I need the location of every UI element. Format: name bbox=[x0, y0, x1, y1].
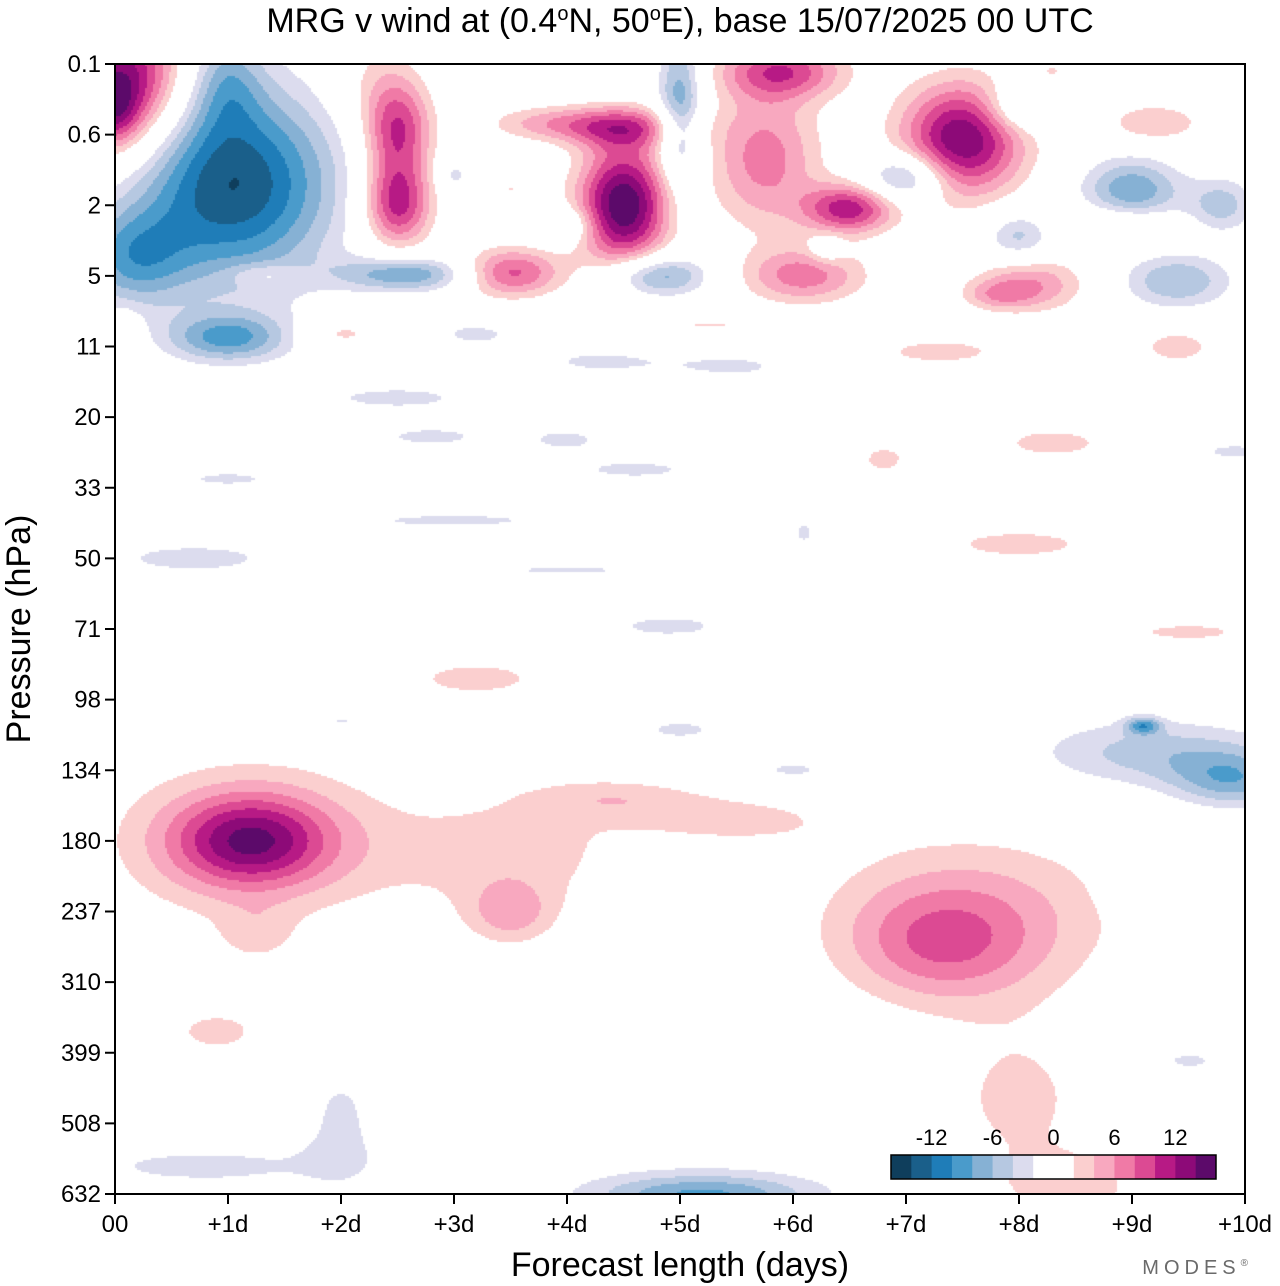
colorbar-swatch bbox=[891, 1155, 912, 1179]
y-tick-label: 0.6 bbox=[68, 122, 101, 149]
x-axis-label: Forecast length (days) bbox=[511, 1246, 849, 1284]
plot-field bbox=[115, 64, 1245, 1194]
y-tick-label: 98 bbox=[74, 687, 101, 714]
y-tick-label: 237 bbox=[61, 899, 101, 926]
y-tick-label: 50 bbox=[74, 545, 101, 572]
x-tick-label: +2d bbox=[321, 1211, 362, 1238]
colorbar-swatch bbox=[1073, 1155, 1095, 1179]
x-tick-label: +4d bbox=[547, 1211, 588, 1238]
colorbar-tick-label: -12 bbox=[916, 1125, 948, 1150]
colorbar-swatch bbox=[972, 1155, 994, 1179]
y-tick-label: 310 bbox=[61, 969, 101, 996]
chart-title: MRG v wind at (0.4oN, 50oE), base 15/07/… bbox=[266, 2, 1093, 40]
colorbar-tick-label: 0 bbox=[1047, 1125, 1059, 1150]
colorbar-tick-label: 6 bbox=[1108, 1125, 1120, 1150]
colorbar-swatch bbox=[1134, 1155, 1156, 1179]
colorbar-tick-label: 12 bbox=[1163, 1125, 1187, 1150]
colorbar-swatch bbox=[1094, 1155, 1115, 1179]
colorbar-swatch bbox=[1195, 1155, 1217, 1179]
colorbar-tick-label: -6 bbox=[983, 1125, 1003, 1150]
y-tick-label: 20 bbox=[74, 404, 101, 431]
y-tick-label: 508 bbox=[61, 1110, 101, 1137]
colorbar-swatch bbox=[1033, 1155, 1054, 1179]
colorbar-frame bbox=[890, 1154, 1217, 1180]
colorbar-swatch bbox=[911, 1155, 933, 1179]
colorbar: -12 -6 0 6 12 bbox=[890, 1125, 1217, 1180]
colorbar-swatch bbox=[1114, 1155, 1136, 1179]
x-tick-label: 00 bbox=[102, 1211, 129, 1238]
colorbar-swatch bbox=[931, 1155, 953, 1179]
x-tick-label: +5d bbox=[660, 1211, 701, 1238]
x-tick-label: +3d bbox=[434, 1211, 475, 1238]
y-tick-label: 0.1 bbox=[68, 51, 101, 78]
x-tick-label: +8d bbox=[999, 1211, 1040, 1238]
y-tick-label: 5 bbox=[88, 263, 101, 290]
y-axis: 0.1 0.6 2 5 11 20 33 50 71 98 134 180 237 310 399 508 63… bbox=[61, 51, 115, 1208]
colorbar-swatch bbox=[1155, 1155, 1176, 1179]
y-tick-label: 632 bbox=[61, 1181, 101, 1208]
y-tick-label: 71 bbox=[74, 616, 101, 643]
colorbar-swatch bbox=[951, 1155, 973, 1179]
y-tick-label: 399 bbox=[61, 1040, 101, 1067]
x-axis: 00 +1d +2d +3d +4d +5d +6d +7d +8d +9d +10d bbox=[102, 1194, 1272, 1238]
y-tick-label: 134 bbox=[61, 757, 101, 784]
x-tick-label: +1d bbox=[208, 1211, 249, 1238]
x-tick-label: +6d bbox=[773, 1211, 814, 1238]
colorbar-swatch bbox=[1175, 1155, 1197, 1179]
colorbar-swatch bbox=[1012, 1155, 1034, 1179]
x-tick-label: +7d bbox=[886, 1211, 927, 1238]
colorbar-swatch bbox=[992, 1155, 1014, 1179]
x-tick-label: +10d bbox=[1218, 1211, 1272, 1238]
colorbar-swatch bbox=[1053, 1155, 1075, 1179]
x-tick-label: +9d bbox=[1112, 1211, 1153, 1238]
contour-fill bbox=[115, 64, 1245, 1194]
y-tick-label: 33 bbox=[74, 475, 101, 502]
y-tick-label: 11 bbox=[76, 334, 101, 361]
y-tick-label: 180 bbox=[61, 828, 101, 855]
y-axis-label: Pressure (hPa) bbox=[0, 515, 38, 744]
brand-logo: MODES® bbox=[1142, 1257, 1248, 1279]
y-tick-label: 2 bbox=[88, 192, 101, 219]
